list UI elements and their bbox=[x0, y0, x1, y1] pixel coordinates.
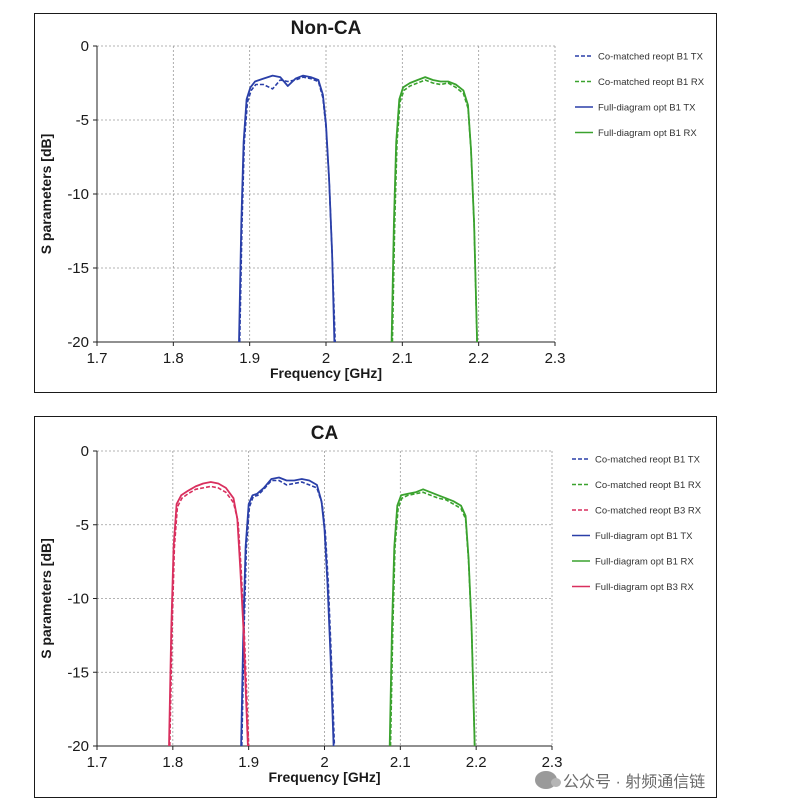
wechat-icon bbox=[535, 771, 561, 789]
chart-ca: 1.7 1.8 1.9 2 2.1 2.2 2.3 0 -5 -10 -15 -20 CA Frequen… bbox=[38, 423, 702, 785]
x-tick-label: 1.7 bbox=[87, 754, 108, 771]
x-tick-label: 1.7 bbox=[87, 350, 108, 367]
legend-entry: Full-diagram opt B1 TX bbox=[595, 531, 693, 542]
series-group bbox=[238, 74, 478, 342]
y-tick-label: 0 bbox=[81, 443, 89, 460]
y-tick-label: -15 bbox=[67, 664, 89, 681]
series-line-full-diagram-opt-b3-rx bbox=[168, 481, 249, 746]
legend-entry: Co-matched reopt B3 RX bbox=[595, 506, 702, 517]
x-tick-label: 1.9 bbox=[238, 754, 259, 771]
legend-entry: Full-diagram opt B1 RX bbox=[595, 557, 694, 568]
y-tick-label: -5 bbox=[76, 112, 89, 129]
x-tick-label: 2 bbox=[322, 350, 330, 367]
legend-entry: Co-matched reopt B1 TX bbox=[595, 455, 701, 466]
x-tick-label: 1.8 bbox=[162, 754, 183, 771]
x-tick-label: 2.2 bbox=[468, 350, 489, 367]
x-tick-label: 1.9 bbox=[239, 350, 260, 367]
watermark: 公众号 · 射频通信链 bbox=[535, 768, 705, 792]
legend-entry: Co-matched reopt B1 TX bbox=[598, 52, 704, 63]
legend-entry: Full-diagram opt B1 TX bbox=[598, 103, 696, 114]
x-tick-label: 2 bbox=[320, 754, 328, 771]
chart-non-ca: 1.7 1.8 1.9 2 2.1 2.2 2.3 0 -5 -10 -15 -20 Non-CA Fre… bbox=[38, 18, 705, 381]
x-tick-label: 1.8 bbox=[163, 350, 184, 367]
x-tick-label: 2.1 bbox=[390, 754, 411, 771]
x-tick-label: 2.2 bbox=[466, 754, 487, 771]
y-axis-label: S parameters [dB] bbox=[38, 538, 54, 659]
chart-title: Non-CA bbox=[291, 18, 362, 39]
y-tick-label: -15 bbox=[67, 260, 89, 277]
series-group bbox=[168, 476, 476, 746]
chart-panel-non-ca: 1.7 1.8 1.9 2 2.1 2.2 2.3 0 -5 -10 -15 -20 Non-CA Fre… bbox=[34, 13, 717, 393]
legend-entry: Full-diagram opt B1 RX bbox=[598, 128, 697, 139]
series-line-co-matched-reopt-b1-rx bbox=[391, 79, 478, 342]
chart-title: CA bbox=[311, 423, 339, 444]
y-tick-label: -5 bbox=[76, 517, 89, 534]
x-axis-label: Frequency [GHz] bbox=[268, 769, 380, 785]
x-axis-label: Frequency [GHz] bbox=[270, 365, 382, 381]
y-tick-label: -20 bbox=[67, 334, 89, 351]
watermark-text: 公众号 · 射频通信链 bbox=[563, 774, 706, 791]
series-line-full-diagram-opt-b1-tx bbox=[238, 74, 336, 342]
y-tick-label: -20 bbox=[67, 738, 89, 755]
series-line-full-diagram-opt-b1-tx bbox=[240, 476, 335, 746]
x-tick-label: 2.3 bbox=[542, 754, 563, 771]
y-tick-label: -10 bbox=[67, 591, 89, 608]
series-line-full-diagram-opt-b1-rx bbox=[390, 76, 478, 342]
y-tick-label: 0 bbox=[81, 38, 89, 55]
chart-panel-ca: 1.7 1.8 1.9 2 2.1 2.2 2.3 0 -5 -10 -15 -20 CA Frequen… bbox=[34, 416, 717, 798]
legend-entry: Full-diagram opt B3 RX bbox=[595, 582, 694, 593]
y-tick-label: -10 bbox=[67, 186, 89, 203]
y-axis-label: S parameters [dB] bbox=[38, 134, 54, 255]
legend-entry: Co-matched reopt B1 RX bbox=[595, 480, 702, 491]
legend-entry: Co-matched reopt B1 RX bbox=[598, 77, 705, 88]
x-tick-label: 2.3 bbox=[545, 350, 566, 367]
x-tick-label: 2.1 bbox=[392, 350, 413, 367]
series-line-full-diagram-opt-b1-rx bbox=[388, 488, 476, 746]
